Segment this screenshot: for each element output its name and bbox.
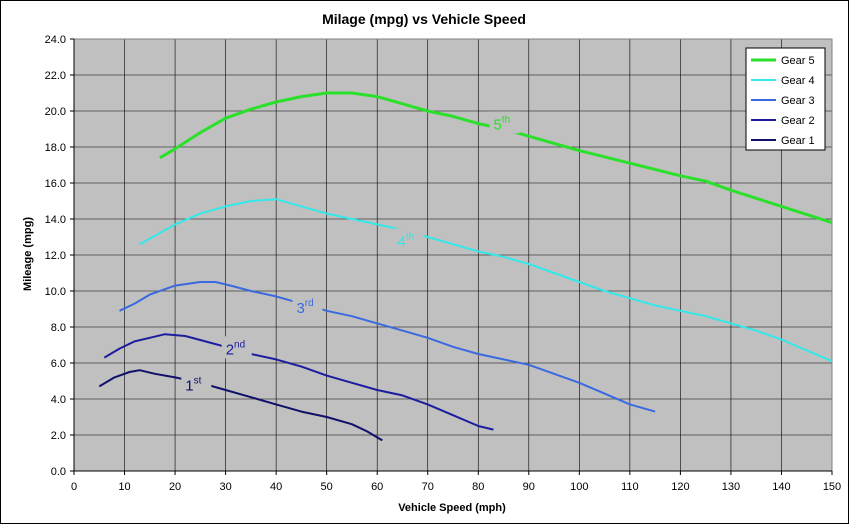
y-tick-label: 16.0 — [45, 178, 66, 190]
annotation-number: 3 — [296, 300, 304, 317]
annotation-suffix: rd — [305, 298, 314, 309]
legend-label: Gear 3 — [781, 95, 815, 107]
series-line-gear-3 — [119, 281, 656, 413]
x-tick-label: 120 — [671, 481, 689, 493]
y-tick-label: 4.0 — [51, 394, 66, 406]
annotation-suffix: nd — [234, 339, 245, 350]
annotation-suffix: th — [406, 231, 414, 242]
x-tick-label: 70 — [422, 481, 434, 493]
chart-title: Milage (mpg) vs Vehicle Speed — [322, 11, 526, 27]
x-axis-ticks: 0 10 20 30 40 50 60 70 80 90 100 110 120 130 140 150 — [71, 471, 841, 493]
annotation-number: 5 — [494, 116, 502, 133]
y-tick-label: 14.0 — [45, 214, 66, 226]
annotation-backdrop — [393, 228, 424, 251]
x-tick-label: 30 — [219, 481, 231, 493]
annotation-number: 4 — [398, 233, 406, 250]
x-axis-label: Vehicle Speed (mph) — [398, 502, 506, 514]
x-tick-label: 100 — [570, 481, 588, 493]
annotation-number: 1 — [185, 377, 193, 394]
x-tick-label: 110 — [621, 481, 639, 493]
y-tick-label: 24.0 — [45, 34, 66, 46]
annotation-backdrop — [489, 111, 520, 134]
y-axis-label: Mileage (mpg) — [22, 217, 34, 291]
x-tick-label: 140 — [772, 481, 790, 493]
y-tick-label: 18.0 — [45, 142, 66, 154]
series-line-gear-5 — [159, 91, 833, 225]
series-line-gear-2 — [103, 333, 494, 431]
y-tick-label: 6.0 — [51, 358, 66, 370]
gear-annotation-3: 3rd — [296, 298, 313, 317]
gear-annotation-2: 2nd — [226, 339, 245, 358]
y-tick-label: 12.0 — [45, 250, 66, 262]
annotation-suffix: th — [502, 114, 510, 125]
x-tick-label: 20 — [169, 481, 181, 493]
x-tick-label: 0 — [71, 481, 77, 493]
series-layer — [98, 91, 833, 442]
x-tick-label: 50 — [321, 481, 333, 493]
gear-annotation-5: 5th — [494, 114, 511, 133]
y-tick-label: 0.0 — [51, 466, 66, 478]
y-tick-label: 20.0 — [45, 106, 66, 118]
y-tick-label: 10.0 — [45, 286, 66, 298]
series-line-gear-1 — [98, 369, 383, 442]
annotation-number: 2 — [226, 341, 234, 358]
y-axis-ticks: 0.0 2.0 4.0 6.0 8.0 10.0 12.0 14.0 16.0 18.0 20.0 2… — [45, 34, 74, 478]
legend-label: Gear 4 — [781, 75, 815, 87]
annotation-backdrop — [292, 295, 323, 317]
legend-label: Gear 2 — [781, 115, 815, 127]
series-line-gear-4 — [139, 198, 833, 363]
x-tick-label: 80 — [472, 481, 484, 493]
x-tick-label: 40 — [270, 481, 282, 493]
annotation-backdrop — [221, 336, 252, 359]
y-tick-label: 8.0 — [51, 322, 66, 334]
x-tick-label: 130 — [722, 481, 740, 493]
gear-annotation-4: 4th — [398, 231, 415, 250]
legend: Gear 5 Gear 4 Gear 3 Gear 2 Gear 1 — [745, 47, 826, 151]
x-tick-label: 90 — [523, 481, 535, 493]
x-tick-label: 150 — [823, 481, 841, 493]
y-tick-label: 22.0 — [45, 70, 66, 82]
gear-annotation-1: 1st — [185, 375, 201, 394]
x-tick-label: 10 — [118, 481, 130, 493]
legend-label: Gear 5 — [781, 55, 815, 67]
annotation-suffix: st — [194, 375, 202, 386]
legend-items: Gear 5 Gear 4 Gear 3 Gear 2 Gear 1 — [751, 55, 815, 147]
annotation-backdrop — [181, 372, 212, 395]
y-tick-label: 2.0 — [51, 430, 66, 442]
legend-label: Gear 1 — [781, 135, 815, 147]
x-tick-label: 60 — [371, 481, 383, 493]
